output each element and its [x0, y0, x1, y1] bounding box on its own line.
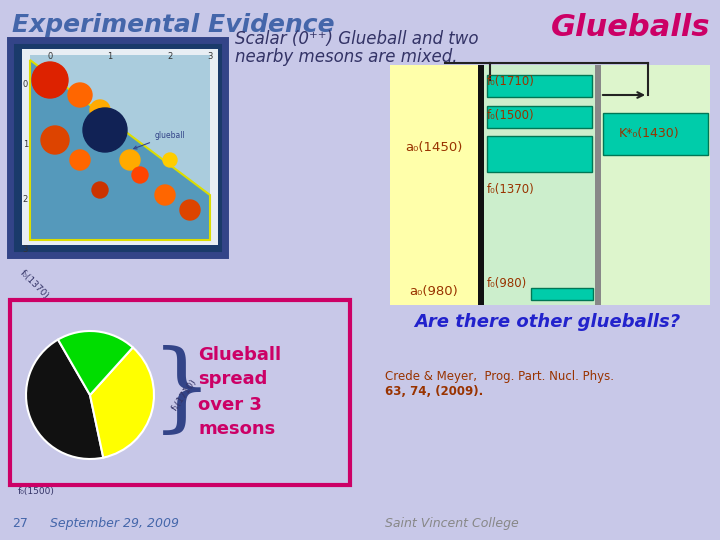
- Circle shape: [155, 185, 175, 205]
- FancyBboxPatch shape: [484, 65, 595, 305]
- Circle shape: [180, 200, 200, 220]
- Circle shape: [70, 150, 90, 170]
- FancyBboxPatch shape: [10, 300, 350, 485]
- Text: September 29, 2009: September 29, 2009: [50, 517, 179, 530]
- Text: Glueball
spread
over 3
mesons: Glueball spread over 3 mesons: [198, 346, 281, 438]
- FancyBboxPatch shape: [22, 49, 218, 245]
- Circle shape: [41, 126, 69, 154]
- FancyBboxPatch shape: [601, 65, 710, 305]
- Text: f₁(1710): f₁(1710): [170, 377, 199, 413]
- Wedge shape: [58, 331, 132, 395]
- Circle shape: [68, 83, 92, 107]
- Text: 1: 1: [23, 140, 28, 149]
- Wedge shape: [26, 340, 103, 459]
- Text: a₀(1450): a₀(1450): [405, 140, 463, 153]
- Text: Glueballs: Glueballs: [551, 13, 710, 42]
- FancyBboxPatch shape: [478, 65, 484, 305]
- Text: Saint Vincent College: Saint Vincent College: [385, 517, 518, 530]
- Text: 2: 2: [23, 195, 28, 204]
- Text: 3: 3: [207, 52, 212, 61]
- FancyBboxPatch shape: [30, 55, 210, 240]
- Text: Are there other glueballs?: Are there other glueballs?: [414, 313, 680, 331]
- Text: 2: 2: [167, 52, 173, 61]
- Circle shape: [83, 108, 127, 152]
- Text: K*₀(1430): K*₀(1430): [618, 127, 679, 140]
- FancyBboxPatch shape: [10, 40, 225, 255]
- Text: nearby mesons are mixed.: nearby mesons are mixed.: [235, 48, 457, 66]
- Circle shape: [132, 167, 148, 183]
- Text: f₀(980): f₀(980): [487, 276, 527, 289]
- Wedge shape: [90, 347, 154, 457]
- Text: glueball: glueball: [134, 131, 186, 149]
- FancyBboxPatch shape: [390, 65, 478, 305]
- Text: 27: 27: [12, 517, 28, 530]
- FancyBboxPatch shape: [487, 106, 592, 128]
- Text: Crede & Meyer,  Prog. Part. Nucl. Phys.: Crede & Meyer, Prog. Part. Nucl. Phys.: [385, 370, 614, 383]
- Text: f₀(1370): f₀(1370): [18, 268, 50, 301]
- Text: Scalar (0⁺⁺) Glueball and two: Scalar (0⁺⁺) Glueball and two: [235, 30, 479, 48]
- Text: f₀(1500): f₀(1500): [18, 487, 55, 496]
- FancyBboxPatch shape: [487, 136, 592, 172]
- Circle shape: [90, 100, 110, 120]
- FancyBboxPatch shape: [595, 65, 601, 305]
- Circle shape: [163, 153, 177, 167]
- Text: f₀(1710): f₀(1710): [487, 76, 535, 89]
- Text: 1: 1: [107, 52, 112, 61]
- Text: 3: 3: [22, 245, 28, 254]
- FancyBboxPatch shape: [487, 75, 592, 97]
- Text: }: }: [151, 345, 213, 439]
- Polygon shape: [30, 60, 210, 240]
- Text: Experimental Evidence: Experimental Evidence: [12, 13, 335, 37]
- Text: a₀(980): a₀(980): [410, 285, 459, 298]
- Text: f₀(1500): f₀(1500): [487, 109, 535, 122]
- Circle shape: [92, 182, 108, 198]
- Circle shape: [32, 62, 68, 98]
- Text: 0: 0: [48, 52, 53, 61]
- Text: f₀(1370): f₀(1370): [487, 184, 535, 197]
- Text: 0: 0: [23, 80, 28, 89]
- Text: 63, 74, (2009).: 63, 74, (2009).: [385, 385, 483, 398]
- Circle shape: [120, 150, 140, 170]
- FancyBboxPatch shape: [603, 113, 708, 155]
- FancyBboxPatch shape: [531, 288, 593, 300]
